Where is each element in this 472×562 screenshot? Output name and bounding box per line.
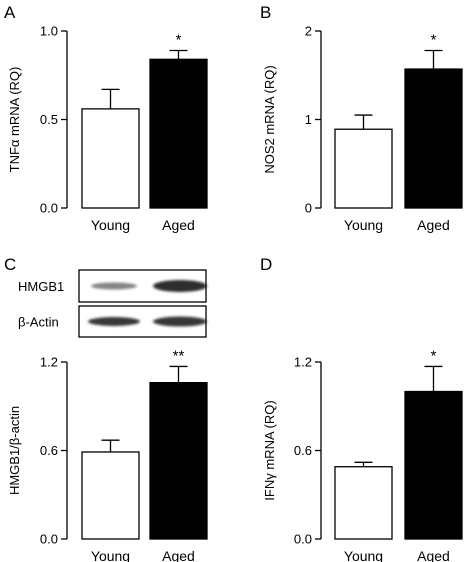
y-tick-label: 1.0 (40, 24, 58, 39)
y-tick-label: 0.0 (40, 532, 58, 547)
significance-marker: ** (173, 347, 185, 364)
y-tick-label: 0 (305, 201, 312, 216)
y-tick-label: 0.6 (294, 443, 312, 458)
panel-c: C 0.0 0.6 1.2 HMGB1/β-actin Young ** Aged HMGB1 β… (4, 255, 208, 562)
y-tick-label: 0.0 (40, 201, 58, 216)
panel-letter: D (260, 255, 272, 274)
y-tick-label: 2 (305, 24, 312, 39)
bar-young (334, 466, 393, 540)
significance-marker: * (176, 31, 182, 48)
y-tick-label: 0.5 (40, 112, 58, 127)
panel-letter: B (260, 3, 271, 22)
panel-d: D 0.0 0.6 1.2 IFNγ mRNA (RQ) Young * Aged (260, 255, 463, 562)
blot-label: β-Actin (18, 315, 59, 330)
bar-aged (149, 381, 208, 540)
bar-young (81, 108, 140, 209)
y-tick-label: 1.2 (294, 355, 312, 370)
x-category-label: Aged (162, 217, 195, 233)
bar-young (334, 128, 393, 209)
y-tick-label: 0.0 (294, 532, 312, 547)
y-tick-label: 1 (305, 112, 312, 127)
y-tick-label: 0.6 (40, 443, 58, 458)
y-axis-label: HMGB1/β-actin (7, 406, 22, 495)
x-category-label: Young (344, 548, 383, 562)
y-tick-label: 1.2 (40, 355, 58, 370)
x-category-label: Young (91, 217, 130, 233)
panel-b: B 0 1 2 NOS2 mRNA (RQ) Young * Aged (260, 3, 463, 233)
bar-aged (404, 68, 463, 209)
x-category-label: Young (344, 217, 383, 233)
panel-letter: C (4, 255, 16, 274)
x-category-label: Aged (162, 548, 195, 562)
blot-band (88, 317, 140, 326)
blot-band (153, 316, 207, 327)
panel-letter: A (4, 3, 16, 22)
x-category-label: Aged (417, 548, 450, 562)
y-axis-label: NOS2 mRNA (RQ) (262, 65, 277, 173)
x-category-label: Young (91, 548, 130, 562)
significance-marker: * (431, 347, 437, 364)
bar-aged (404, 390, 463, 540)
blot-band (153, 280, 207, 292)
panel-a: A 0.0 0.5 1.0 TNFα mRNA (RQ) Young * Aged (4, 3, 208, 233)
y-axis-label: TNFα mRNA (RQ) (7, 67, 22, 173)
bar-aged (149, 58, 208, 209)
x-category-label: Aged (417, 217, 450, 233)
y-axis-label: IFNγ mRNA (RQ) (262, 400, 277, 500)
western-blot: HMGB1 β-Actin (18, 269, 207, 338)
significance-marker: * (431, 31, 437, 48)
bar-young (81, 451, 140, 540)
blot-label: HMGB1 (18, 279, 64, 294)
blot-band (91, 282, 137, 290)
